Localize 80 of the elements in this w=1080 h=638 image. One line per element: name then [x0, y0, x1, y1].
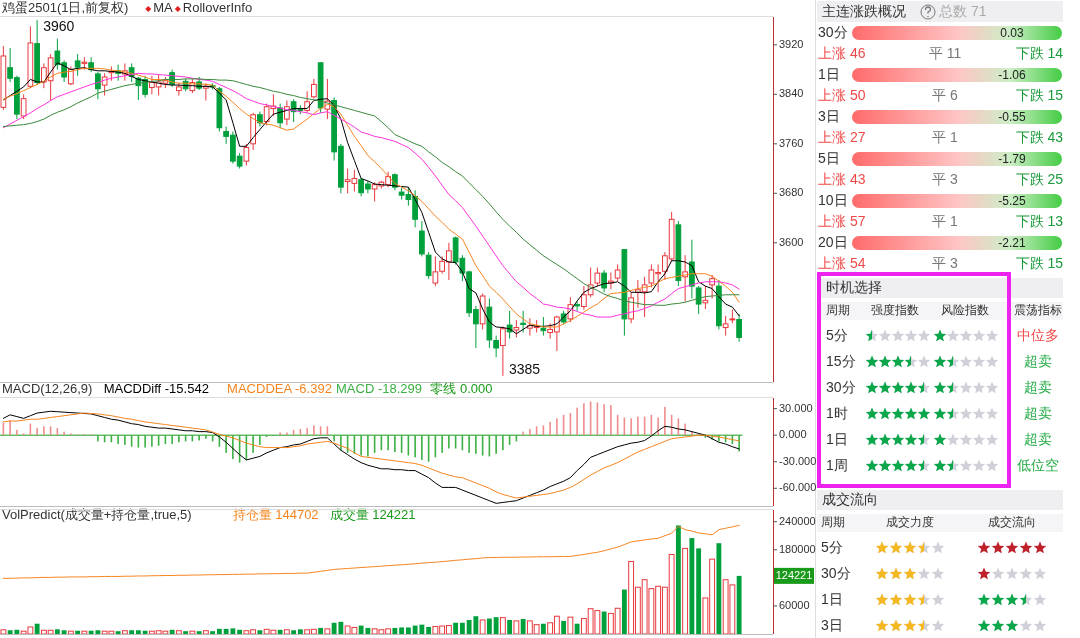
text: -1.79	[998, 152, 1026, 167]
y-tick-label: -30.000	[779, 454, 817, 467]
text: 1日	[826, 430, 848, 447]
text: 下跌 13	[1015, 212, 1064, 229]
text: RolloverInfo	[182, 0, 253, 16]
text: -2.21	[998, 236, 1026, 251]
text: -5.25	[998, 194, 1026, 209]
text: 3日	[818, 107, 840, 124]
text: 1日	[821, 590, 843, 607]
y-tick-label: 3920	[779, 37, 804, 50]
text: 超卖	[1024, 378, 1052, 395]
y-tick-label: 3600	[779, 235, 804, 248]
text: 周期	[821, 515, 845, 530]
text: 平 1	[932, 128, 959, 145]
text: 平 3	[932, 254, 959, 271]
text: 1日	[818, 65, 840, 82]
text: 上涨 46	[818, 44, 866, 61]
text: 20日	[818, 233, 848, 250]
text: 平 1	[932, 212, 959, 229]
chart-title: MACD(12,26,9)	[2, 381, 93, 397]
text: 低位空	[1017, 456, 1059, 473]
text: 平 11	[928, 44, 962, 61]
text: 成交流向	[988, 515, 1036, 530]
text: MA	[153, 0, 174, 16]
series-label: MACDDiff -15.542	[103, 381, 209, 397]
text: 上涨 50	[818, 86, 866, 103]
text: 下跌 15	[1015, 254, 1064, 271]
text: 周期	[826, 303, 850, 318]
text: 强度指数	[871, 303, 919, 318]
text: 震荡指标	[1014, 303, 1062, 318]
text: 风险指数	[941, 303, 989, 318]
text: 1周	[826, 456, 848, 473]
y-tick-label: 180000	[779, 542, 816, 555]
text: MACDDEA -6.392	[227, 381, 332, 397]
text: 上涨 54	[818, 254, 866, 271]
text: 下跌 43	[1015, 128, 1064, 145]
text: 5分	[821, 538, 843, 555]
y-tick-label: 60000	[779, 598, 810, 611]
text: 下跌 15	[1015, 86, 1064, 103]
text: -0.55	[998, 110, 1026, 125]
y-tick-label: 0.000	[779, 428, 807, 441]
text: 下跌 14	[1015, 44, 1064, 61]
text: 30分	[826, 378, 856, 395]
text: -1.06	[998, 68, 1026, 83]
annotation: 3385	[508, 360, 541, 377]
text: 平 6	[932, 86, 959, 103]
text: 时机选择	[826, 278, 882, 295]
text: 3日	[821, 616, 843, 633]
text: 1时	[826, 404, 848, 421]
y-tick-label: 30.000	[779, 401, 813, 414]
text: 中位多	[1017, 326, 1059, 343]
y-tick-label: 240000	[779, 514, 816, 527]
y-tick-label: 3760	[779, 136, 804, 149]
ref-line-label: 零线 0.000	[430, 381, 493, 397]
text: 总数 71	[938, 2, 987, 19]
text: 超卖	[1024, 352, 1052, 369]
text: 上涨 57	[818, 212, 866, 229]
text: 上涨 43	[818, 170, 866, 187]
text: 成交力度	[886, 515, 934, 530]
y-tick-label: 3680	[779, 186, 804, 199]
text: 5分	[826, 326, 848, 343]
text: 0.03	[1000, 26, 1024, 41]
text: 5日	[818, 149, 840, 166]
text: 平 3	[932, 170, 959, 187]
text: 30分	[818, 23, 848, 40]
text: 30分	[821, 564, 851, 581]
text: 主连涨跌概况	[822, 2, 906, 19]
text: 超卖	[1024, 404, 1052, 421]
y-tick-label: -60.000	[779, 481, 817, 494]
text: 15分	[826, 352, 856, 369]
y-tick-label: 3840	[779, 87, 804, 100]
annotation: 3960	[43, 17, 75, 34]
text: 10日	[818, 191, 848, 208]
text: 上涨 27	[818, 128, 866, 145]
text: MACD -18.299	[336, 381, 423, 397]
chart-title: 鸡蛋2501(1日,前复权)	[1, 0, 129, 16]
text: 下跌 25	[1015, 170, 1064, 187]
text: 成交流向	[822, 490, 878, 507]
text: 超卖	[1024, 430, 1052, 447]
text: 124221	[775, 568, 813, 581]
